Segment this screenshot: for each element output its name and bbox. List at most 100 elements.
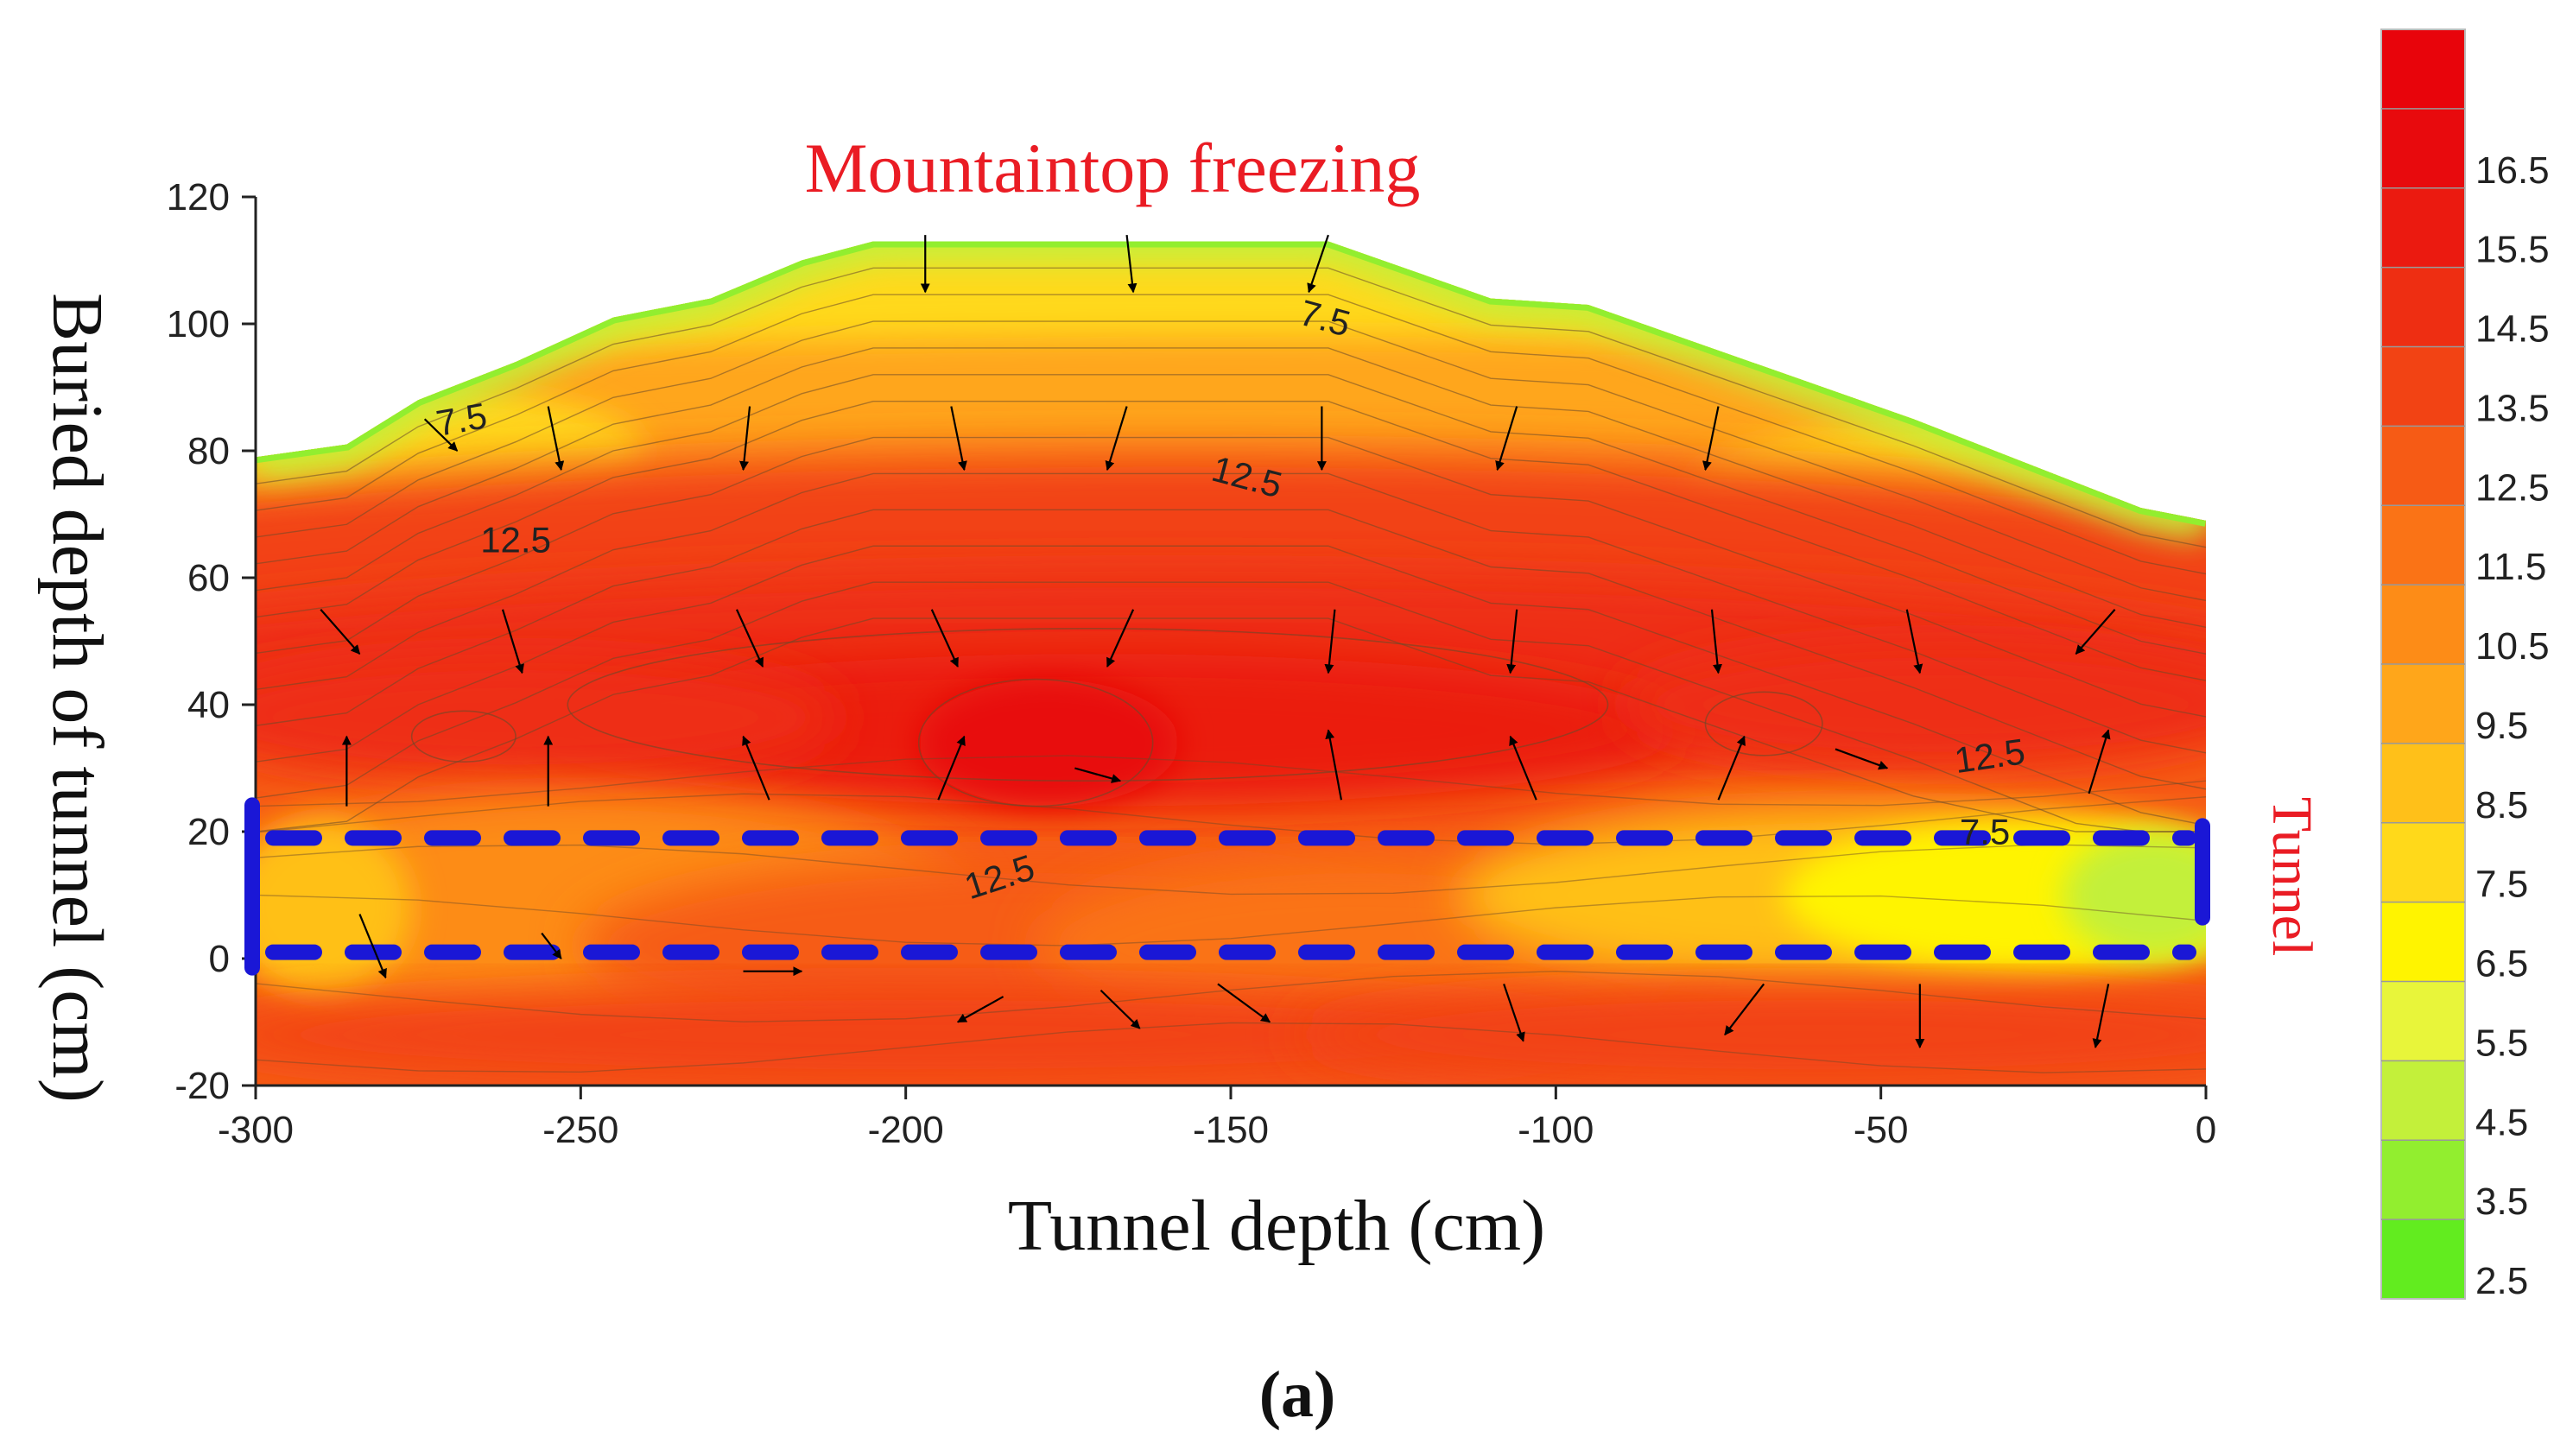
contour-line <box>256 970 2206 1022</box>
flux-vector <box>1106 609 1135 668</box>
colorbar-swatch <box>2381 346 2465 427</box>
flux-vector <box>1324 609 1336 674</box>
colorbar-swatch <box>2381 585 2465 665</box>
contour-line <box>410 710 517 763</box>
flux-vector <box>1074 767 1122 783</box>
y-axis-label: Buried depth of tunnel (cm) <box>37 293 117 1103</box>
colorbar-label: 14.5 <box>2475 308 2550 351</box>
flux-vector <box>2075 609 2116 655</box>
x-ticks: -300 -250 -200 -150 -100 -50 0 <box>218 1086 2216 1151</box>
contour-line <box>256 793 2206 845</box>
flux-vector <box>1724 983 1765 1036</box>
colorbar-swatch <box>2381 902 2465 982</box>
flux-vector <box>1503 984 1525 1042</box>
colorbar-label: 7.5 <box>2475 864 2528 906</box>
colorbar-swatch <box>2381 822 2465 903</box>
flux-vector <box>320 609 361 655</box>
contour-label: 12.5 <box>480 520 551 560</box>
contour-line <box>256 374 2206 655</box>
contour-line <box>256 400 2206 681</box>
contour-line <box>256 617 2206 832</box>
flux-vector <box>1325 729 1343 801</box>
y-tick-label: 60 <box>187 557 230 599</box>
flux-vector <box>1506 609 1518 674</box>
contour-line <box>256 472 2206 754</box>
flux-vector <box>1717 735 1746 801</box>
flux-vector <box>956 996 1004 1023</box>
colorbar-swatch <box>2381 505 2465 586</box>
y-tick-label: 40 <box>187 684 230 726</box>
contour-line <box>256 294 2206 575</box>
colorbar-swatch <box>2381 29 2465 110</box>
colorbar-label: 5.5 <box>2475 1022 2528 1064</box>
colorbar-swatch <box>2381 1060 2465 1141</box>
x-tick-label: 0 <box>2196 1109 2216 1151</box>
flux-vector <box>423 418 459 452</box>
flux-vector <box>1495 406 1518 472</box>
contour-line <box>256 844 2206 896</box>
colorbar-label: 6.5 <box>2475 943 2528 985</box>
y-tick-label: -20 <box>174 1065 230 1107</box>
flux-vector <box>541 932 562 959</box>
field-region <box>256 984 1621 1086</box>
figure-caption: (a) <box>1259 1358 1336 1431</box>
colorbar-label: 16.5 <box>2475 149 2550 192</box>
field-region <box>2063 832 2206 959</box>
colorbar-label: 10.5 <box>2475 625 2550 668</box>
flux-vector <box>2092 984 2110 1048</box>
flux-vector <box>1100 989 1141 1029</box>
colorbar-label: 12.5 <box>2475 466 2550 509</box>
contour-line <box>917 678 1154 807</box>
x-tick-label: -200 <box>868 1109 944 1151</box>
colorbar-label: 4.5 <box>2475 1101 2528 1143</box>
flux-vector <box>1105 406 1128 472</box>
colorbar-label: 8.5 <box>2475 784 2528 826</box>
colorbar-swatch <box>2381 1140 2465 1220</box>
contour-line <box>256 347 2206 629</box>
y-tick-label: 120 <box>167 176 230 218</box>
flux-vector <box>1125 234 1138 294</box>
x-tick-label: -100 <box>1518 1109 1594 1151</box>
colorbar-swatch <box>2381 187 2465 269</box>
flux-vector <box>1835 748 1889 770</box>
flux-vector <box>930 609 959 668</box>
contour-line <box>256 267 2206 548</box>
colorbar-label: 2.5 <box>2475 1260 2528 1302</box>
field-region <box>1620 641 2206 769</box>
y-tick-label: 0 <box>209 938 230 980</box>
region-label-tunnel: Tunnel <box>2260 797 2323 957</box>
x-axis-label: Tunnel depth (cm) <box>1008 1186 1545 1266</box>
contour-line <box>567 627 1609 782</box>
colorbar-swatch <box>2381 1219 2465 1300</box>
flux-vector <box>735 609 764 668</box>
contour-line <box>256 320 2206 602</box>
chart-title: Mountaintop freezing <box>805 129 1421 207</box>
y-tick-label: 80 <box>187 430 230 472</box>
colorbar-label: 11.5 <box>2475 546 2546 588</box>
flux-vector <box>742 735 770 801</box>
colorbar-swatch <box>2381 664 2465 744</box>
contour-line <box>256 894 2206 946</box>
colorbar-label: 3.5 <box>2475 1181 2528 1223</box>
colorbar-label: 15.5 <box>2475 229 2550 271</box>
y-ticks: -20 0 20 40 60 80 100 120 <box>167 176 256 1107</box>
flux-vector <box>501 609 524 674</box>
field-blobs <box>256 241 2206 1086</box>
flux-vector <box>1509 735 1537 801</box>
flux-vector <box>2088 729 2111 794</box>
colorbar-swatch <box>2381 426 2465 506</box>
colorbar-swatch <box>2381 108 2465 189</box>
contour-line <box>256 581 2206 832</box>
flux-vector <box>1702 406 1720 472</box>
temperature-field <box>256 241 2206 1086</box>
field-region <box>256 654 841 782</box>
field-region <box>1296 984 2206 1086</box>
field-region <box>918 679 1179 807</box>
flux-vector <box>937 735 966 801</box>
y-tick-label: 20 <box>187 811 230 853</box>
flux-vector <box>1217 983 1271 1023</box>
contour-line <box>256 1022 2206 1073</box>
colorbar-swatch <box>2381 743 2465 824</box>
flux-vector <box>1710 609 1722 674</box>
